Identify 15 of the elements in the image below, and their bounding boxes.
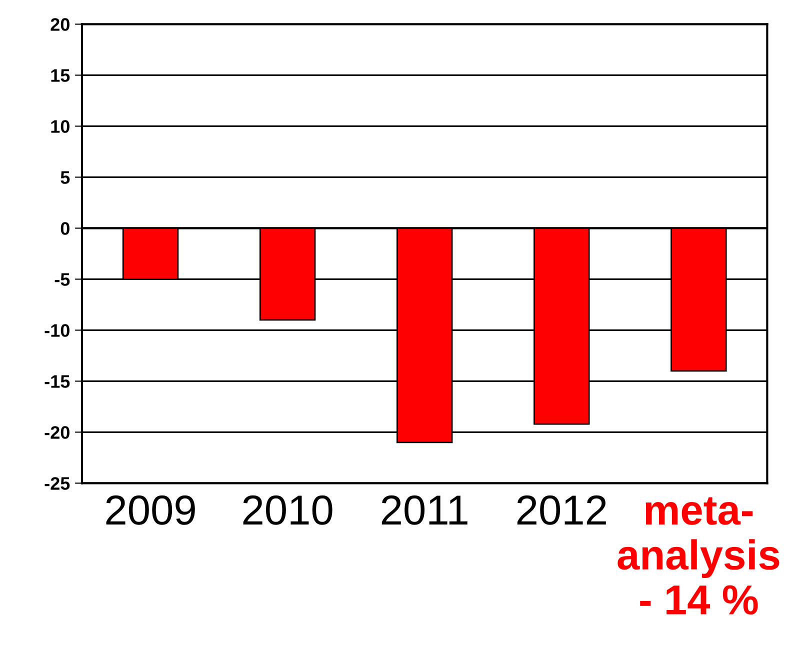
x-tick-label: 2011 (382, 495, 468, 525)
y-tick-label: 15 (51, 69, 70, 82)
y-tick-label: -25 (44, 477, 70, 490)
y-tick-label: -20 (44, 426, 70, 439)
x-tick-label: 2009 (106, 495, 195, 525)
x-tick-label: meta- analysis - 14 % (618, 497, 780, 615)
x-tick-label: 2010 (243, 495, 332, 525)
y-tick-label: -15 (44, 375, 70, 388)
y-tick-label: 20 (50, 18, 70, 31)
y-tick-label: 0 (60, 222, 70, 235)
y-tick-label: -10 (44, 324, 70, 337)
x-tick-label: 2012 (517, 495, 606, 525)
y-tick-label: 10 (51, 120, 70, 133)
y-tick-label: -5 (54, 273, 70, 286)
y-tick-label: 5 (60, 171, 70, 184)
